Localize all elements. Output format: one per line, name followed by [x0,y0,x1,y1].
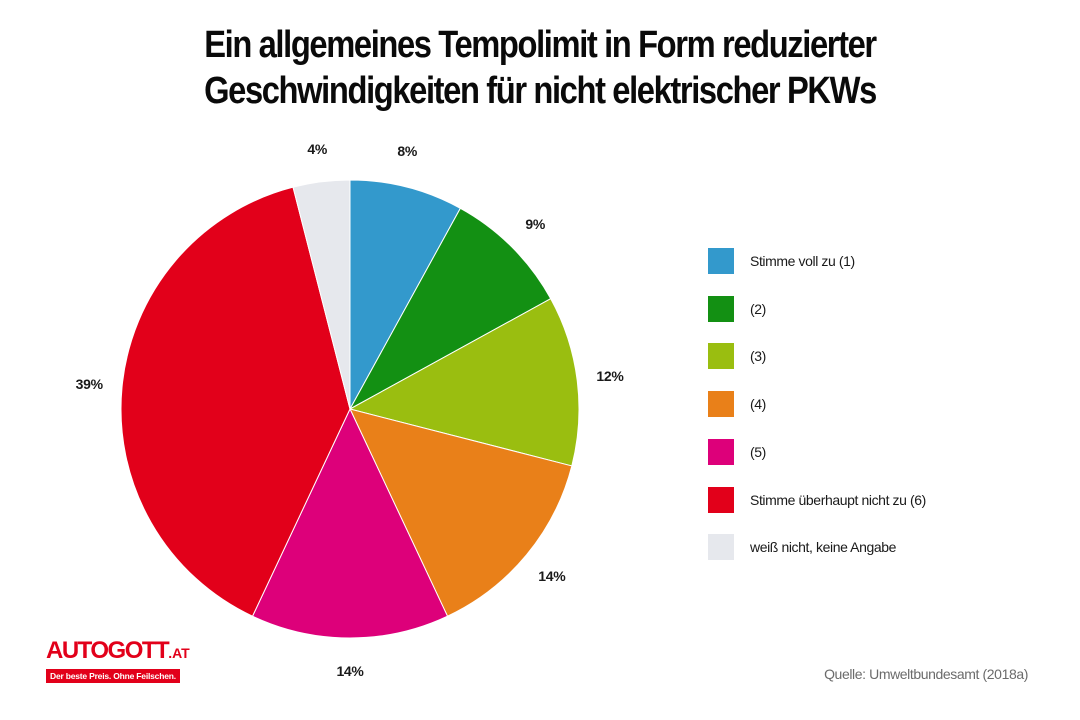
logo-tld: .AT [168,645,190,661]
legend-item: Stimme voll zu (1) [708,248,855,274]
pie-value-label: 8% [397,143,417,160]
pie-value-label: 9% [525,215,546,232]
legend-item: Stimme überhaupt nicht zu (6) [708,486,926,513]
logo-tagline: Der beste Preis. Ohne Feilschen. [46,669,180,683]
legend-label: (3) [750,348,766,365]
legend-item: (2) [708,295,766,322]
legend-item: weiß nicht, keine Angabe [708,534,897,561]
pie-value-label: 12% [596,368,624,385]
pie-slice [292,179,351,410]
legend-swatch [708,343,734,370]
legend-swatch [708,438,734,465]
pie-slice [349,179,461,410]
legend-label: (5) [750,443,766,460]
legend-item: (4) [708,391,766,418]
pie-value-label: 14% [538,568,566,584]
autogott-logo: AUTOGOTT.AT Der beste Preis. Ohne Feilsc… [46,637,190,684]
legend-label: (4) [750,396,766,413]
pie-value-label: 39% [75,376,103,393]
pie-slice [348,207,552,411]
chart-title-line-1: Ein allgemeines Tempolimit in Form reduz… [204,24,877,66]
pie-value-label: 4% [307,141,327,158]
legend-label: weiß nicht, keine Angabe [750,539,897,556]
pie-value-label: 14% [336,663,364,679]
legend-swatch [708,534,734,561]
pie-slice [251,407,449,639]
legend-item: (3) [708,343,766,370]
legend-label: Stimme voll zu (1) [750,253,855,269]
legend-item: (5) [708,438,766,465]
legend-swatch [708,295,734,322]
logo-name: AUTOGOTT [46,637,170,664]
legend-swatch [708,248,734,274]
chart-title: Ein allgemeines Tempolimit in Form reduz… [76,22,1005,114]
logo-wordmark: AUTOGOTT.AT [46,637,190,666]
pie-slice [348,298,580,467]
chart-title-line-2: Geschwindigkeiten für nicht elektrischer… [204,70,877,112]
source-note: Quelle: Umweltbundesamt (2018a) [824,666,1028,682]
legend-swatch [708,391,734,418]
pie-slice [349,408,573,617]
legend-label: Stimme überhaupt nicht zu (6) [750,491,926,508]
legend-swatch [708,486,734,513]
legend-label: (2) [750,300,766,317]
pie-slice [120,186,351,617]
